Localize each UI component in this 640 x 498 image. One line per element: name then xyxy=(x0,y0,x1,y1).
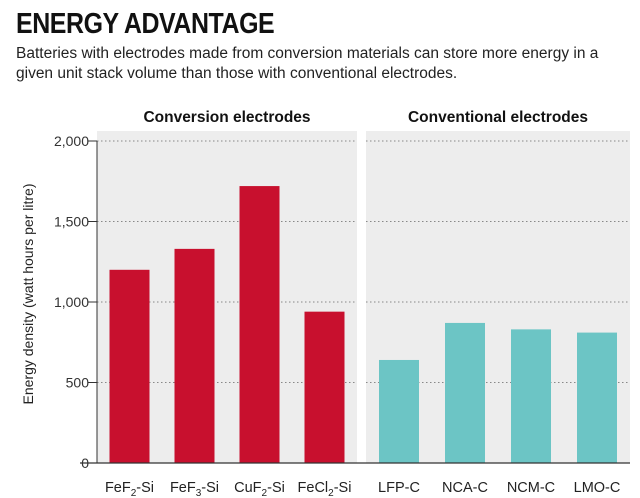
category-label: NCA-C xyxy=(442,480,488,496)
bar xyxy=(445,322,485,463)
chart-title: ENERGY ADVANTAGE xyxy=(16,8,275,40)
y-tick-label: 500 xyxy=(66,375,90,391)
chart-subtitle: Batteries with electrodes made from conv… xyxy=(16,45,599,82)
category-label: LFP-C xyxy=(378,480,420,496)
y-axis-label: Energy density (watt hours per litre) xyxy=(20,184,36,405)
bar xyxy=(239,186,280,463)
category-label: LMO-C xyxy=(574,480,621,496)
group-label: Conversion electrodes xyxy=(143,109,310,126)
y-tick-label: 1,500 xyxy=(54,214,89,230)
y-tick-label: 0 xyxy=(81,455,89,471)
category-label: NCM-C xyxy=(507,480,555,496)
category-label: FeCl2-Si xyxy=(298,480,352,498)
group-label: Conventional electrodes xyxy=(408,109,588,126)
bar xyxy=(304,311,345,463)
bar xyxy=(577,332,617,463)
y-tick-label: 2,000 xyxy=(54,133,89,149)
bar xyxy=(511,329,551,463)
bar xyxy=(174,248,215,463)
category-label: CuF2-Si xyxy=(234,480,285,498)
y-tick-label: 1,000 xyxy=(54,294,89,310)
category-label: FeF3-Si xyxy=(170,480,219,498)
category-label: FeF2-Si xyxy=(105,480,154,498)
bar xyxy=(379,359,419,463)
bar xyxy=(109,269,150,463)
